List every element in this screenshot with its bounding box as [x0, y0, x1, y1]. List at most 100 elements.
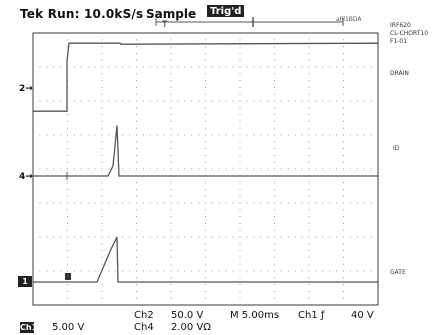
- grid-dot: [343, 229, 344, 231]
- grid-dot: [308, 277, 310, 279]
- grid-dot: [53, 270, 55, 272]
- grid-dot: [308, 107, 310, 109]
- grid-dot: [356, 100, 358, 102]
- grid-dot: [101, 168, 103, 170]
- grid-dot: [149, 66, 151, 68]
- grid-dot: [136, 188, 137, 190]
- grid-dot: [239, 52, 241, 54]
- grid-dot: [239, 256, 241, 258]
- grid-dot: [363, 134, 365, 136]
- grid-dot: [308, 270, 310, 272]
- drain-label: DRAIN: [390, 70, 409, 77]
- top-right-tag: aPl1BDA: [336, 16, 362, 23]
- grid-dot: [170, 188, 172, 190]
- grid-dot: [163, 134, 165, 136]
- grid-dot: [343, 59, 344, 61]
- grid-dot: [322, 168, 324, 170]
- grid-dot: [170, 134, 172, 136]
- grid-dot: [205, 93, 206, 95]
- grid-dot: [46, 66, 48, 68]
- grid-dot: [308, 93, 310, 95]
- grid-dot: [343, 270, 344, 272]
- grid-dot: [343, 80, 344, 82]
- grid-dot: [260, 134, 262, 136]
- grid-dot: [239, 168, 241, 170]
- grid-dot: [336, 66, 338, 68]
- grid-dot: [239, 73, 241, 75]
- grid-dot: [39, 100, 41, 102]
- grid-dot: [156, 168, 158, 170]
- grid-dot: [101, 59, 103, 61]
- grid-dot: [198, 202, 200, 204]
- grid-dot: [239, 93, 241, 95]
- grid-dot: [136, 297, 137, 299]
- grid-dot: [67, 284, 68, 286]
- grid-dot: [356, 270, 358, 272]
- grid-dot: [239, 161, 241, 163]
- grid-dot: [136, 100, 137, 102]
- grid-dot: [87, 100, 89, 102]
- grid-dot: [205, 39, 206, 41]
- grid-dot: [136, 161, 137, 163]
- grid-dot: [274, 73, 275, 75]
- trigger-position-indicator: [155, 17, 344, 27]
- grid-dot: [170, 80, 172, 82]
- grid-dot: [301, 100, 303, 102]
- grid-dot: [343, 250, 344, 252]
- grid-dot: [136, 134, 137, 136]
- grid-dot: [287, 134, 289, 136]
- grid-dot: [73, 236, 75, 238]
- grid-dot: [101, 216, 103, 218]
- grid-dot: [136, 66, 137, 68]
- grid-dot: [343, 66, 344, 68]
- grid-dot: [349, 100, 351, 102]
- grid-dot: [260, 236, 262, 238]
- grid-dot: [136, 120, 137, 122]
- grid-dot: [101, 120, 103, 122]
- grid-dot: [67, 182, 68, 184]
- grid-dot: [122, 168, 124, 170]
- grid-dot: [287, 236, 289, 238]
- grid-dot: [239, 202, 241, 204]
- grid-dot: [170, 290, 172, 292]
- grid-dot: [239, 66, 241, 68]
- grid-dot: [356, 168, 358, 170]
- grid-dot: [253, 270, 255, 272]
- grid-dot: [108, 270, 110, 272]
- grid-dot: [142, 202, 144, 204]
- grid-dot: [343, 46, 344, 48]
- grid-dot: [122, 202, 124, 204]
- grid-dot: [280, 270, 282, 272]
- grid-dot: [170, 270, 172, 272]
- grid-dot: [170, 93, 172, 95]
- grid-dot: [274, 222, 275, 224]
- grid-dot: [136, 73, 137, 75]
- grid-dot: [274, 148, 275, 150]
- grid-dot: [260, 270, 262, 272]
- grid-dot: [232, 134, 234, 136]
- grid-dot: [67, 202, 68, 204]
- grid-dot: [363, 66, 365, 68]
- grid-dot: [274, 161, 275, 163]
- grid-dot: [67, 297, 68, 299]
- grid-dot: [163, 236, 165, 238]
- grid-dot: [170, 154, 172, 156]
- grid-dot: [315, 270, 317, 272]
- grid-dot: [170, 297, 172, 299]
- grid-dot: [246, 134, 248, 136]
- grid-dot: [274, 141, 275, 143]
- grid-dot: [39, 270, 41, 272]
- grid-dot: [205, 188, 206, 190]
- grid-dot: [343, 107, 344, 109]
- grid-dot: [308, 209, 310, 211]
- grid-dot: [343, 120, 344, 122]
- grid-dot: [239, 148, 241, 150]
- grid-dot: [136, 86, 137, 88]
- grid-dot: [205, 86, 206, 88]
- grid-dot: [239, 263, 241, 265]
- grid-dot: [67, 229, 68, 231]
- grid-dot: [363, 100, 365, 102]
- grid-dot: [308, 290, 310, 292]
- grid-dot: [115, 66, 117, 68]
